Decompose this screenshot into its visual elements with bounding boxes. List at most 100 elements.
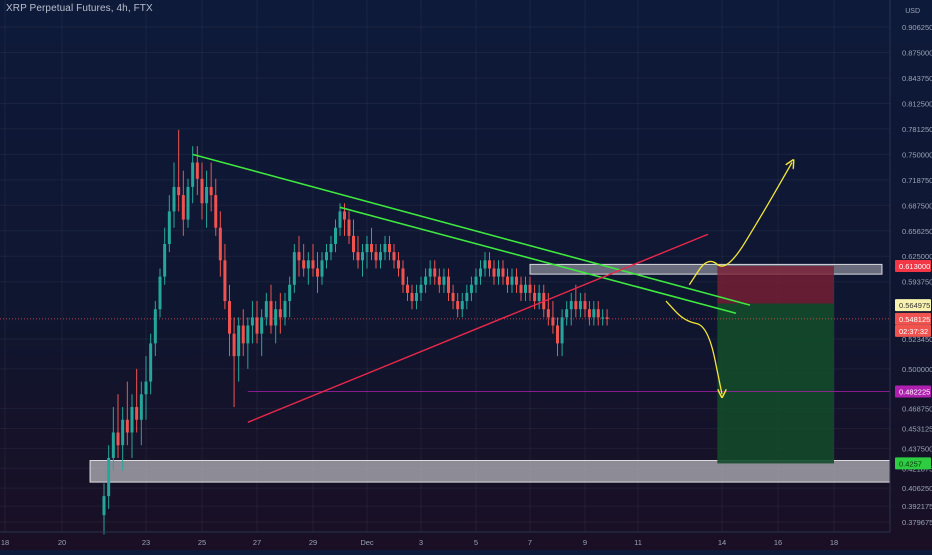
candle-body (361, 252, 364, 261)
x-tick-label: 16 (774, 538, 782, 547)
last-price-tag-bg (895, 312, 931, 325)
y-tick-label: 0.687500 (902, 201, 932, 210)
stop-loss-zone (717, 266, 834, 304)
candle-body (565, 309, 569, 318)
candle-body (528, 284, 532, 293)
candle-body (218, 227, 222, 261)
descending-trendline (339, 206, 737, 315)
candle-body (474, 276, 478, 285)
y-tick-label: 0.625000 (902, 252, 932, 261)
candle-body (592, 309, 596, 318)
y-tick-label: 0.379675 (902, 518, 932, 527)
candle-body (574, 301, 578, 310)
candle-body (370, 244, 373, 253)
candle-body (177, 186, 181, 196)
support-line-tag: 0.482225 (899, 387, 930, 396)
candle-body (302, 260, 306, 269)
candle-body (149, 343, 153, 382)
target-price-tag-bg (895, 457, 931, 470)
candle-body (556, 325, 559, 344)
candle-body (388, 244, 391, 253)
current-price-tag: 0.564975 (899, 301, 930, 310)
candle-body (569, 301, 573, 310)
drawing-layer (192, 153, 792, 423)
candle-body (334, 227, 337, 245)
candle-body (278, 309, 282, 318)
x-tick-label: 11 (634, 538, 642, 547)
candle-body (460, 301, 464, 310)
current-price-tag-bg (895, 299, 931, 312)
candle-body (347, 219, 351, 236)
candle-body (121, 419, 125, 446)
candle-body (406, 284, 409, 293)
candle-body (274, 309, 278, 326)
bullish-path-arrow (688, 163, 792, 286)
x-tick-label: 18 (1, 538, 9, 547)
candle-body (419, 284, 423, 293)
candle-body (492, 268, 496, 277)
candle-body (401, 268, 405, 285)
candle-body (107, 457, 111, 497)
candle-body (415, 292, 418, 302)
zone-layer (0, 263, 891, 483)
candle-body (181, 195, 185, 220)
resistance-price-tag-bg (895, 260, 931, 273)
candle-body (338, 211, 342, 228)
candle-body (292, 252, 296, 285)
candle-body (163, 244, 167, 277)
x-tick-label: 3 (419, 538, 423, 547)
chart-title: XRP Perpetual Futures, 4h, FTX (6, 3, 153, 14)
candle-body (479, 268, 482, 277)
candle-body (442, 276, 446, 285)
y-tick-label: 0.875000 (902, 48, 932, 57)
candle-body (488, 260, 491, 269)
target-price-tag: 0.4257 (899, 459, 922, 468)
candle-body (537, 292, 541, 302)
candle-body (465, 292, 469, 302)
candle-body (209, 186, 213, 196)
y-tick-label: 0.406250 (902, 484, 932, 493)
x-tick-label: 27 (253, 538, 261, 547)
candle-body (153, 309, 157, 344)
y-tick-label: 0.781250 (902, 125, 932, 134)
countdown-tag: 02:37:32 (899, 327, 928, 336)
candle-body (297, 252, 301, 261)
candle-body (172, 186, 176, 212)
support-line-tag-bg (895, 385, 931, 398)
axis-currency: USD (905, 8, 920, 15)
candle-body (241, 325, 245, 344)
candle-body (200, 178, 204, 204)
candle-body (483, 260, 487, 269)
x-tick-label: 9 (583, 538, 587, 547)
candle-body (437, 276, 441, 285)
candle-body (383, 244, 387, 253)
x-tick-label: 18 (830, 538, 838, 547)
x-tick-label: Dec (360, 538, 374, 547)
x-tick-label: 20 (58, 538, 66, 547)
candle-body (587, 309, 591, 318)
y-tick-label: 0.437500 (902, 444, 932, 453)
countdown-tag-bg (895, 324, 931, 337)
candle-body (223, 260, 227, 302)
candle-body (515, 276, 518, 285)
y-tick-label: 0.750000 (902, 150, 932, 159)
candle-body (501, 268, 505, 277)
y-tick-label: 0.656250 (902, 227, 932, 236)
candle-body (228, 301, 231, 334)
y-tick-label: 0.453125 (902, 425, 932, 434)
candle-body (546, 309, 550, 318)
candle-body (551, 317, 555, 326)
y-tick-label: 0.718750 (902, 176, 932, 185)
candle-body (246, 325, 250, 344)
candle-body (506, 276, 509, 285)
descending-trendline (192, 153, 751, 306)
candle-body (264, 301, 268, 318)
candle-body (343, 211, 346, 220)
candle-body (186, 186, 190, 220)
candle-body (320, 260, 324, 277)
candle-body (130, 407, 134, 433)
ascending-trendline (247, 233, 709, 423)
